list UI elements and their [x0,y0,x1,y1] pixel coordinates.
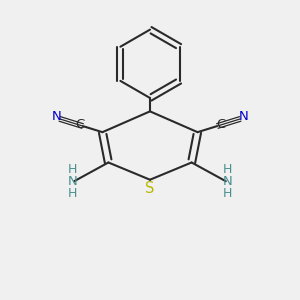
Text: C: C [75,118,84,131]
Text: H: H [68,164,77,176]
Text: N: N [239,110,248,123]
Text: H: H [223,187,232,200]
Text: N: N [52,110,61,123]
Text: N: N [68,175,78,188]
Text: C: C [216,118,225,131]
Text: S: S [145,181,155,196]
Text: H: H [223,164,232,176]
Text: N: N [222,175,232,188]
Text: H: H [68,187,77,200]
